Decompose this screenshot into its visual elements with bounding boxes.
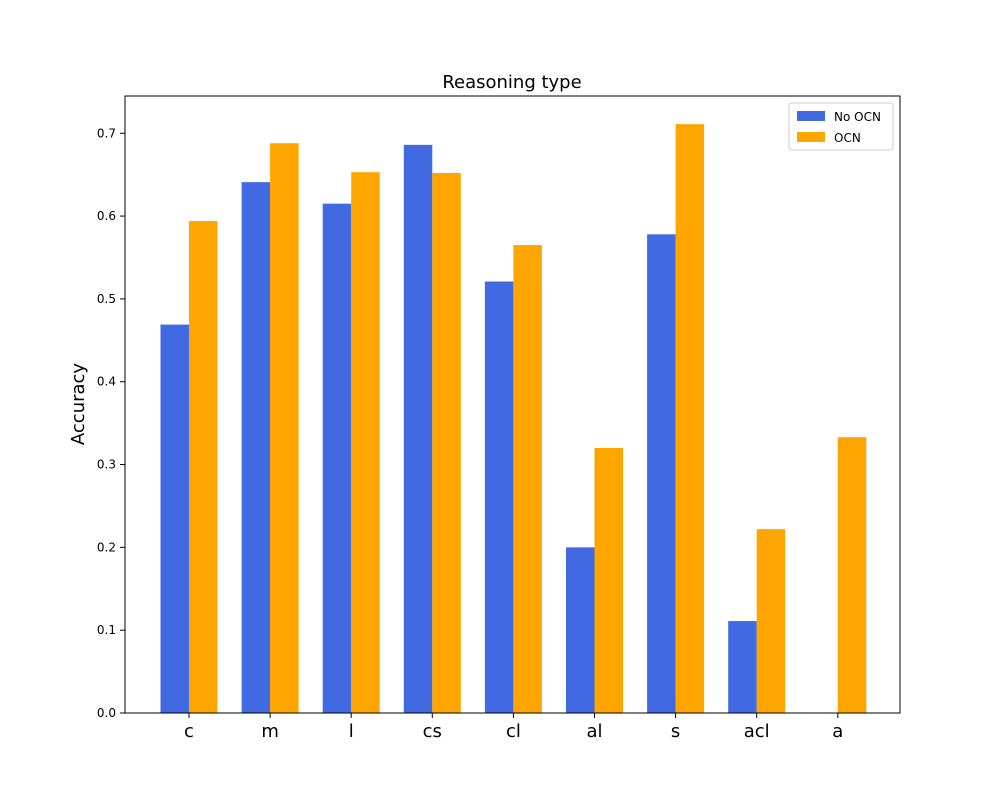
x-tick-label: a xyxy=(832,721,843,742)
bar-no-ocn-al xyxy=(566,547,595,713)
y-axis-label: Accuracy xyxy=(68,363,89,446)
bar-no-ocn-s xyxy=(647,234,676,714)
bar-ocn-cs xyxy=(432,173,461,713)
bar-ocn-m xyxy=(270,143,299,713)
y-tick-label: 0.5 xyxy=(97,292,116,306)
legend-label-no-ocn: No OCN xyxy=(834,110,881,124)
legend-swatch-ocn xyxy=(797,132,825,142)
plot-frame xyxy=(124,95,901,714)
y-tick-label: 0.0 xyxy=(97,706,116,720)
x-tick-label: acl xyxy=(744,721,770,742)
chart-title: Reasoning type xyxy=(442,72,581,93)
x-tick-label: c xyxy=(184,721,194,742)
x-tick-label: m xyxy=(261,721,279,742)
x-tick-label: l xyxy=(349,721,354,742)
bar-no-ocn-l xyxy=(322,203,352,713)
bar-no-ocn-c xyxy=(160,324,189,713)
y-tick-label: 0.3 xyxy=(97,458,116,472)
bar-no-ocn-cl xyxy=(484,281,514,713)
x-axis: c m l cs cl al s acl a xyxy=(184,713,843,742)
bar-ocn-acl xyxy=(756,529,786,713)
legend-swatch-no-ocn xyxy=(797,111,825,121)
bar-ocn-al xyxy=(594,447,623,713)
x-tick-label: cs xyxy=(423,721,442,742)
y-tick-label: 0.7 xyxy=(97,126,116,140)
x-tick-label: al xyxy=(586,721,602,742)
bar-no-ocn-cs xyxy=(403,144,433,713)
y-tick-label: 0.4 xyxy=(97,375,116,389)
y-tick-label: 0.1 xyxy=(97,623,116,637)
bar-ocn-c xyxy=(189,221,218,713)
bar-no-ocn-m xyxy=(241,182,271,714)
bar-ocn-l xyxy=(351,172,380,713)
y-tick-label: 0.6 xyxy=(97,209,116,223)
x-tick-label: cl xyxy=(506,721,521,742)
bar-no-ocn-acl xyxy=(728,621,757,713)
legend: No OCN OCN xyxy=(788,102,894,151)
x-tick-label: s xyxy=(671,721,680,742)
y-tick-label: 0.2 xyxy=(97,540,116,554)
bar-ocn-cl xyxy=(513,245,542,713)
legend-label-ocn: OCN xyxy=(834,131,861,145)
bar-ocn-a xyxy=(837,437,867,713)
bars-group xyxy=(160,124,867,714)
y-axis: 0.0 0.1 0.2 0.3 0.4 0.5 0.6 0.7 xyxy=(97,126,125,720)
bar-ocn-s xyxy=(675,124,705,713)
